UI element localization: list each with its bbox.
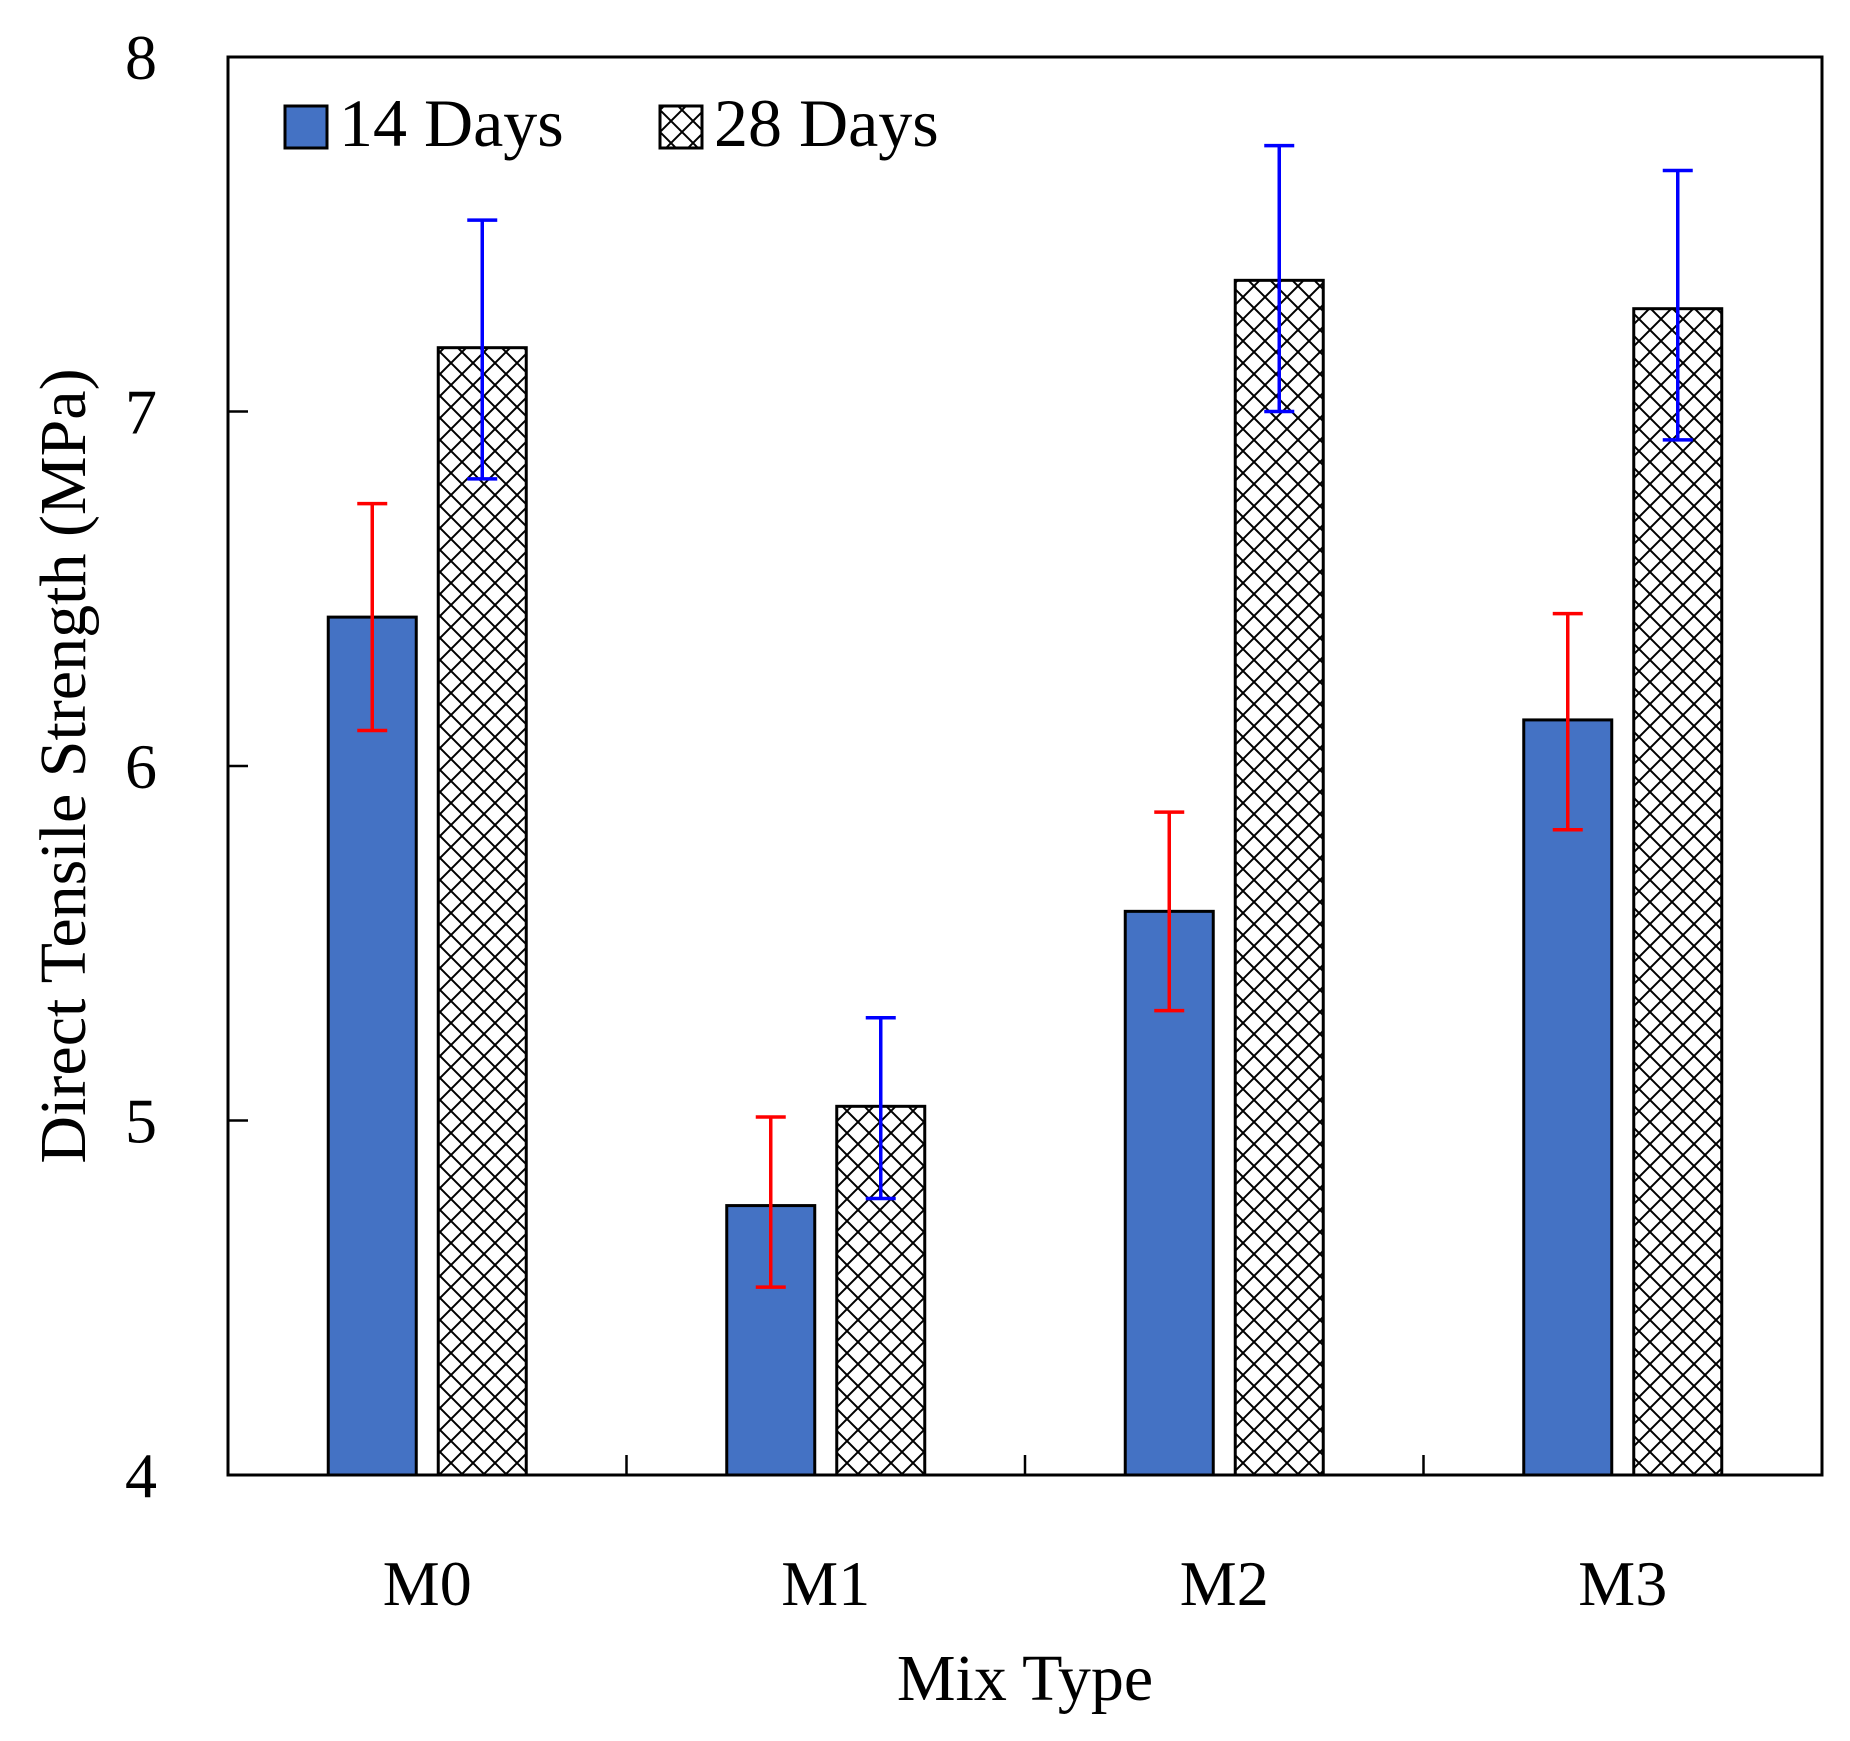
legend-swatch-28-days [658, 104, 704, 150]
x-tick-label-m0: M0 [383, 1548, 472, 1619]
error-bar-m3-28-days [1662, 168, 1693, 442]
legend: 14 Days 28 Days [283, 85, 939, 161]
x-tick-label-m1: M1 [781, 1548, 870, 1619]
error-bar-m3-14-days [1552, 611, 1583, 832]
bar-m3-14-days [1522, 718, 1614, 1477]
legend-label-14-days: 14 Days [339, 85, 564, 161]
error-bar-m0-14-days [357, 501, 388, 733]
y-tick-label-5: 5 [125, 1086, 157, 1157]
bar-m2-28-days [1233, 278, 1325, 1477]
bar-m3-28-days [1632, 307, 1724, 1477]
y-tick-label-8: 8 [125, 22, 157, 93]
error-bar-m2-28-days [1264, 143, 1295, 414]
error-bars-layer [357, 143, 1693, 1289]
error-bar-m0-28-days [467, 218, 498, 481]
legend-swatch-14-days [283, 104, 329, 150]
bar-m0-28-days [436, 346, 528, 1477]
x-axis-title: Mix Type [897, 1642, 1153, 1715]
ticks-layer: M0 M1 M2 M3 4 5 6 7 8 [125, 22, 1667, 1619]
error-bar-m2-14-days [1154, 810, 1185, 1013]
bar-m0-14-days [326, 615, 418, 1477]
y-tick-label-7: 7 [125, 377, 157, 448]
y-tick-label-4: 4 [125, 1440, 157, 1511]
y-tick-label-6: 6 [125, 731, 157, 802]
error-bar-m1-14-days [755, 1115, 786, 1289]
bars-layer [326, 278, 1724, 1477]
error-bar-m1-28-days [865, 1015, 896, 1201]
legend-label-28-days: 28 Days [714, 85, 939, 161]
y-axis-title: Direct Tensile Strength (MPa) [27, 368, 100, 1163]
x-tick-label-m3: M3 [1578, 1548, 1667, 1619]
x-tick-label-m2: M2 [1180, 1548, 1269, 1619]
